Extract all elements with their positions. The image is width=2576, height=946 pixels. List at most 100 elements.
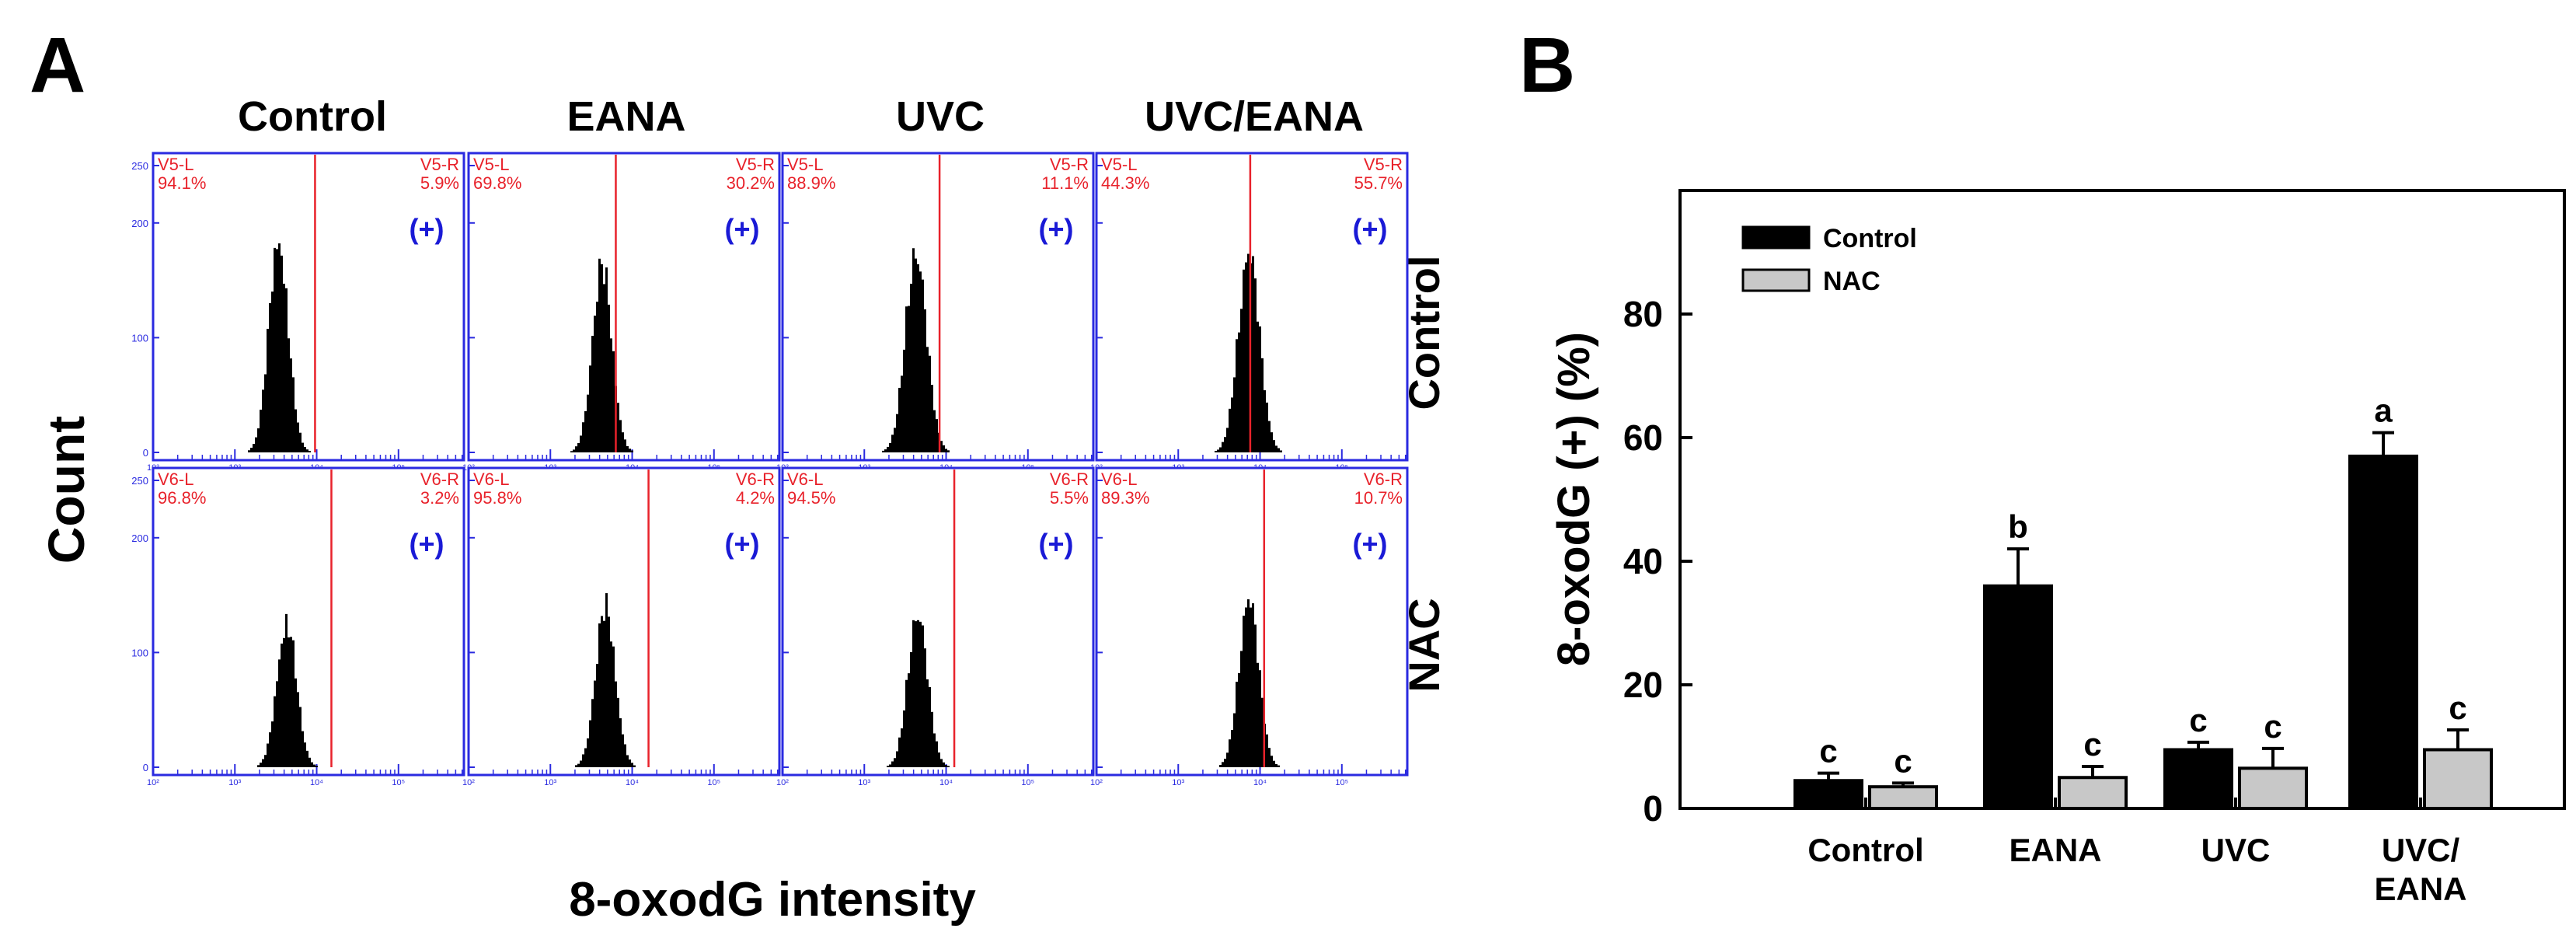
legend-swatch-control xyxy=(1741,225,1811,250)
histogram-bin xyxy=(1254,278,1257,452)
right-gate-label: V5-R xyxy=(1364,155,1403,174)
histogram-bin xyxy=(901,728,903,767)
histogram-bin xyxy=(285,288,288,452)
bar-categories: Control EANA UVC UVC/EANA xyxy=(1807,832,2466,907)
histogram-bin xyxy=(596,302,598,452)
histogram-bin xyxy=(926,347,929,452)
histogram-bin xyxy=(1278,765,1280,767)
right-gate-label: V6-R xyxy=(1050,470,1089,489)
histogram-bin xyxy=(903,349,905,452)
histogram-bin xyxy=(302,442,304,452)
histogram-bin xyxy=(1278,448,1280,452)
histogram-bin xyxy=(591,699,594,767)
column-header-uvc-eana: UVC/EANA xyxy=(1145,93,1364,140)
left-gate-percent: 94.1% xyxy=(158,173,206,193)
histogram-bin xyxy=(1257,321,1259,452)
histogram-bin xyxy=(610,338,612,452)
histogram-bin xyxy=(908,305,910,452)
histogram-bin xyxy=(271,721,274,767)
histogram-bin xyxy=(896,414,898,452)
bar-chart: 8-oxodG (+) (%) 0 20 40 60 80 c c b c c c a c Contr… xyxy=(1549,189,2566,907)
histogram-bin xyxy=(283,637,285,767)
right-gate-label: V5-R xyxy=(736,155,775,174)
histogram-bin xyxy=(276,249,278,452)
left-gate-percent: 96.8% xyxy=(158,488,206,508)
histogram-bin xyxy=(264,755,267,767)
bar-nac xyxy=(2423,748,2493,810)
bar-y-axis-label: 8-oxodG (+) (%) xyxy=(1549,332,1599,666)
histogram-bin xyxy=(580,760,582,767)
positive-marker: (+) xyxy=(725,528,760,560)
histogram-bin xyxy=(922,279,924,452)
histogram-bin xyxy=(281,643,283,767)
x-tick-label: 10⁵ xyxy=(1335,778,1348,787)
histogram-bin xyxy=(605,267,608,452)
y-tick-label: 100 xyxy=(131,332,148,344)
positive-marker: (+) xyxy=(1039,528,1074,560)
y-tick-label: 80 xyxy=(1623,294,1663,334)
legend-label-control: Control xyxy=(1823,224,1917,253)
plot-frame xyxy=(1678,189,2566,810)
histogram-bin xyxy=(887,446,889,452)
histogram-bin xyxy=(290,637,292,767)
bar-nac xyxy=(2238,766,2308,811)
histogram-bin xyxy=(889,764,891,767)
significance-letter: c xyxy=(2449,689,2466,726)
histogram-bin xyxy=(889,442,891,452)
histogram-bin xyxy=(915,621,917,767)
legend-label-nac: NAC xyxy=(1823,267,1881,296)
histogram-bin xyxy=(577,443,580,452)
bar-control xyxy=(2348,454,2418,810)
histogram-bin xyxy=(898,737,901,767)
histogram-bin xyxy=(612,351,615,452)
cell-frame xyxy=(467,152,781,462)
histogram-bin xyxy=(603,620,605,767)
bar-nac xyxy=(1868,785,1938,810)
y-axis-label: Count xyxy=(37,416,95,564)
histogram-bin xyxy=(1275,763,1278,767)
y-tick-label: 200 xyxy=(131,218,148,229)
histogram-bin xyxy=(1268,421,1271,452)
histogram-bin xyxy=(947,766,950,767)
histogram-bin xyxy=(1245,262,1247,452)
x-tick-label: 10⁵ xyxy=(707,778,720,787)
histogram-bin xyxy=(304,742,306,767)
histogram-bin xyxy=(1217,449,1219,452)
histogram-bin xyxy=(1233,713,1236,767)
histogram-bin xyxy=(894,428,896,452)
panel-b-label: B xyxy=(1519,22,1575,109)
left-gate-label: V6-L xyxy=(473,470,509,489)
histogram-bin xyxy=(626,445,629,452)
x-tick-label: 10³ xyxy=(858,778,870,787)
y-tick-label: 40 xyxy=(1623,541,1663,581)
histogram-bin xyxy=(1261,358,1264,452)
histogram-cell-control-uvc: 10²10³10⁴10⁵V5-L88.9%V5-R11.1%(+) xyxy=(776,152,1095,473)
histogram-bin xyxy=(1247,253,1250,452)
histogram-bin xyxy=(917,620,919,767)
significance-letter: a xyxy=(2374,393,2393,429)
left-gate-label: V5-L xyxy=(787,155,823,174)
histogram-bin xyxy=(587,394,589,452)
histogram-bin xyxy=(1240,309,1243,452)
histogram-bin xyxy=(575,446,577,452)
histogram-bin xyxy=(624,744,626,767)
right-gate-label: V5-R xyxy=(1050,155,1089,174)
histogram-bin xyxy=(580,435,582,452)
histogram-bin xyxy=(919,621,922,767)
significance-letter: b xyxy=(2008,508,2028,545)
histogram-bin xyxy=(917,264,919,452)
histogram-bin xyxy=(262,759,264,767)
histogram-bin xyxy=(257,428,260,452)
right-gate-percent: 11.1% xyxy=(1041,173,1089,193)
histogram-bin xyxy=(297,422,299,452)
histogram-bin xyxy=(575,765,577,767)
left-gate-label: V6-L xyxy=(787,470,823,489)
x-tick-label: 10⁴ xyxy=(310,778,323,787)
histogram-bin xyxy=(297,692,299,767)
histogram-bin xyxy=(608,304,610,452)
histogram-bin xyxy=(1224,437,1226,452)
category-label: EANA xyxy=(2009,832,2101,868)
histogram-bin xyxy=(1259,670,1261,767)
histogram-bin xyxy=(882,450,884,452)
